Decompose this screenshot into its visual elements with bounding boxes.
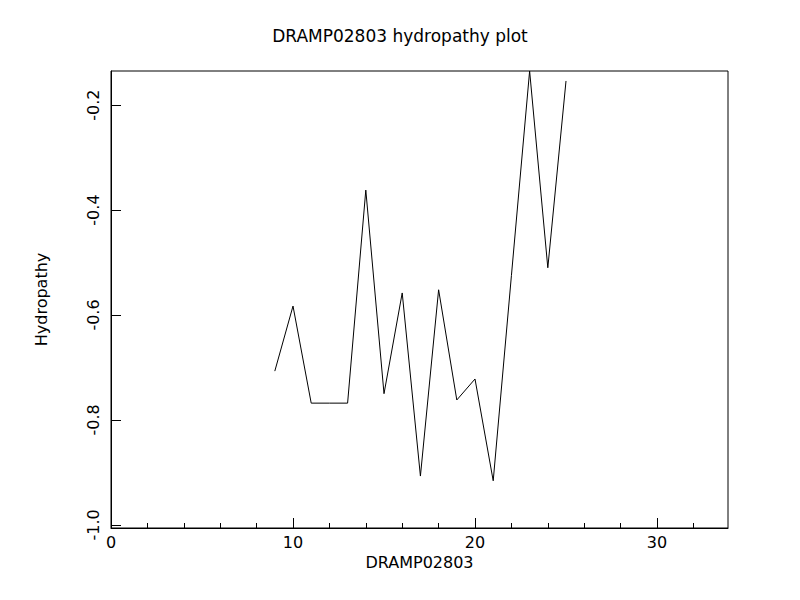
- svg-text:DRAMP02803: DRAMP02803: [365, 553, 473, 572]
- svg-text:10: 10: [283, 533, 303, 552]
- svg-text:30: 30: [647, 533, 667, 552]
- svg-text:-0.2: -0.2: [84, 89, 103, 120]
- svg-text:0: 0: [106, 533, 116, 552]
- svg-text:-0.8: -0.8: [84, 404, 103, 435]
- svg-text:-0.6: -0.6: [84, 299, 103, 330]
- svg-text:20: 20: [465, 533, 485, 552]
- svg-text:-0.4: -0.4: [84, 194, 103, 225]
- svg-text:-1.0: -1.0: [84, 509, 103, 540]
- svg-text:DRAMP02803 hydropathy plot: DRAMP02803 hydropathy plot: [272, 26, 528, 46]
- svg-text:Hydropathy: Hydropathy: [32, 253, 51, 347]
